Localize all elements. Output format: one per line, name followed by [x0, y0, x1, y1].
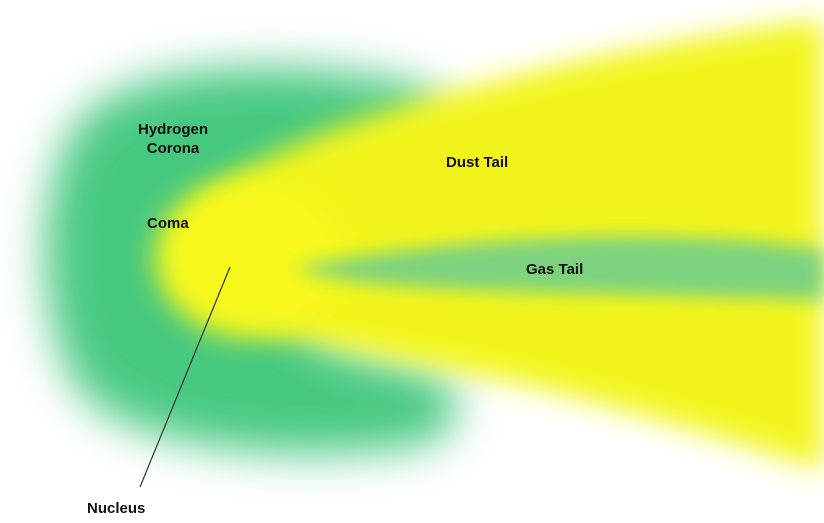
- hydrogen-corona-label-line1: Hydrogen: [121, 120, 225, 139]
- nucleus-label: Nucleus: [87, 499, 145, 518]
- coma-label: Coma: [147, 214, 189, 233]
- hydrogen-corona-label-line2: Corona: [121, 139, 225, 158]
- coma-region: [155, 178, 345, 338]
- gas-tail-label: Gas Tail: [526, 260, 583, 279]
- dust-tail-label: Dust Tail: [446, 153, 508, 172]
- hydrogen-corona-label: Hydrogen Corona: [121, 120, 225, 158]
